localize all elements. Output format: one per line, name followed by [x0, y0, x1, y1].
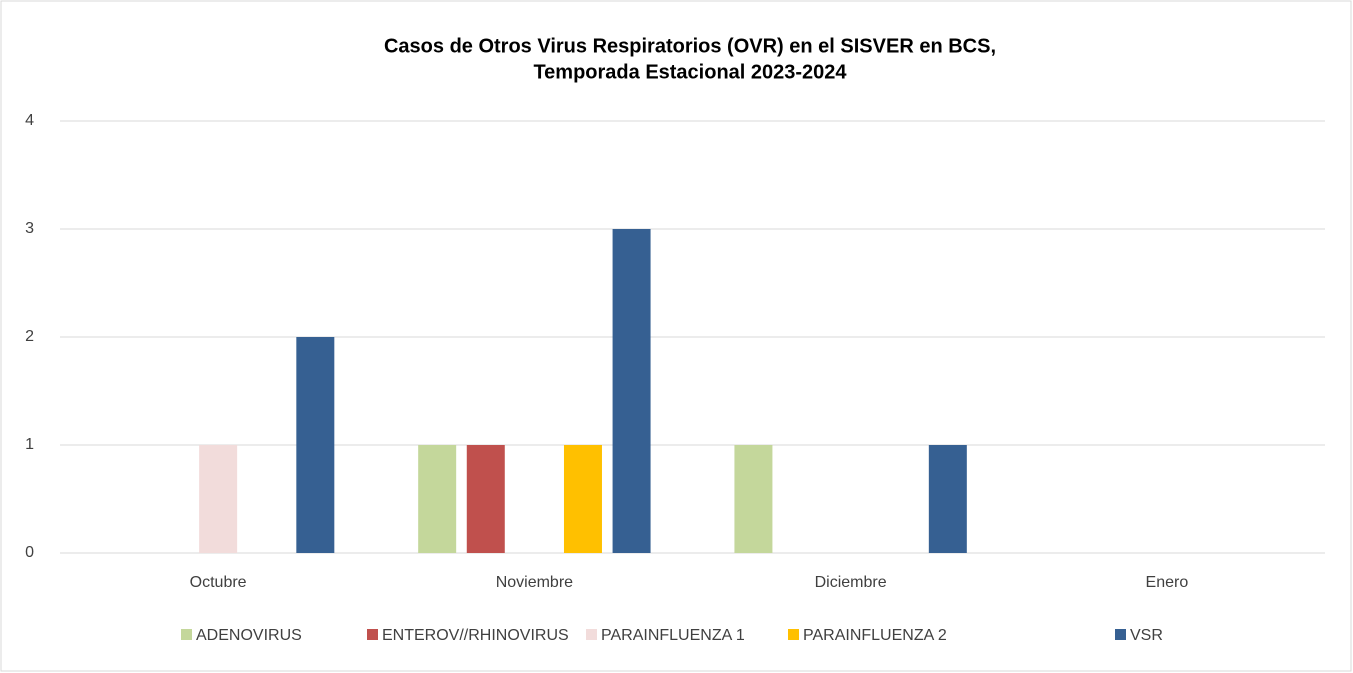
bar — [928, 445, 967, 553]
legend-label: ADENOVIRUS — [196, 627, 302, 644]
chart-title: Temporada Estacional 2023-2024 — [533, 61, 847, 83]
bar — [199, 445, 238, 553]
legend-swatch — [788, 629, 799, 640]
legend-swatch — [1115, 629, 1126, 640]
legend-label: VSR — [1130, 627, 1163, 644]
bar — [296, 337, 335, 553]
legend-label: ENTEROV//RHINOVIRUS — [382, 627, 569, 644]
y-tick-label: 2 — [25, 328, 34, 345]
y-tick-label: 1 — [25, 436, 34, 453]
legend-swatch — [181, 629, 192, 640]
x-tick-label: Enero — [1146, 574, 1189, 591]
y-tick-label: 3 — [25, 220, 34, 237]
legend-swatch — [367, 629, 378, 640]
bar — [418, 445, 457, 553]
x-tick-label: Octubre — [190, 574, 247, 591]
bar — [612, 229, 651, 553]
legend-swatch — [586, 629, 597, 640]
legend-label: PARAINFLUENZA 1 — [601, 627, 745, 644]
bar — [466, 445, 505, 553]
bar — [734, 445, 773, 553]
legend-label: PARAINFLUENZA 2 — [803, 627, 947, 644]
chart-title: Casos de Otros Virus Respiratorios (OVR)… — [384, 35, 996, 57]
x-tick-label: Diciembre — [815, 574, 887, 591]
x-tick-label: Noviembre — [496, 574, 573, 591]
y-tick-label: 4 — [25, 112, 34, 129]
y-tick-label: 0 — [25, 544, 34, 561]
bar — [563, 445, 602, 553]
